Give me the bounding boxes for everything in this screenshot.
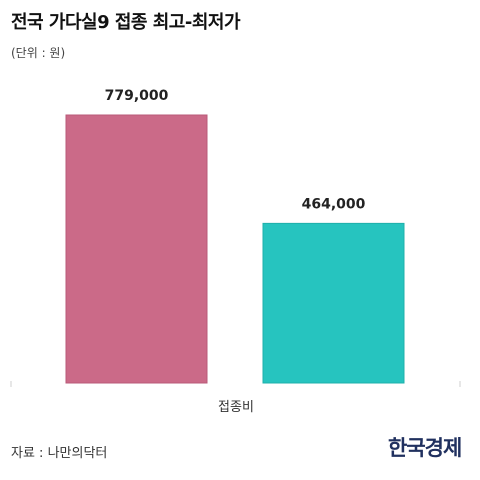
brand-logo: 한국경제: [388, 435, 462, 460]
data-label-1: 779,000: [105, 88, 169, 104]
chart-title: 전국 가다실9 접종 최고-최저가: [11, 12, 241, 33]
data-label-2: 464,000: [302, 196, 366, 212]
unit-label: (단위 : 원): [11, 46, 66, 60]
bar-1: [65, 114, 208, 384]
bar-2: [262, 222, 405, 384]
x-tick-label: 접종비: [218, 400, 254, 415]
source-note: 자료 : 나만의닥터: [11, 446, 108, 461]
